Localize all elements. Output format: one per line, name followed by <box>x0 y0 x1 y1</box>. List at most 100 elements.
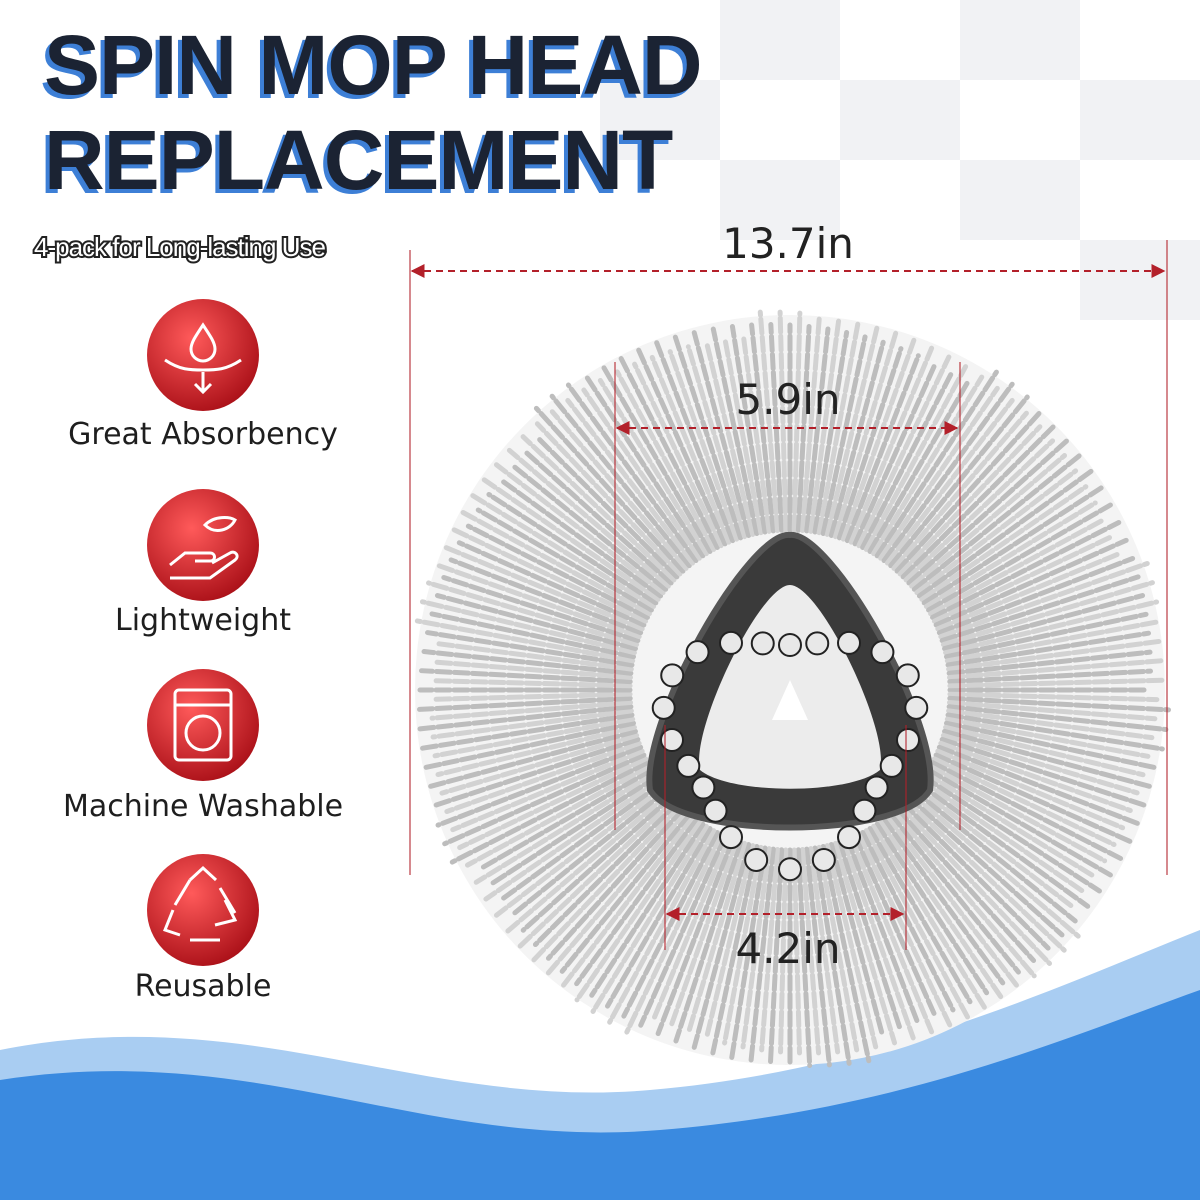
mop-part <box>791 847 803 1056</box>
mop-part <box>686 840 748 1035</box>
mop-part <box>895 663 920 688</box>
mop-part <box>444 740 642 815</box>
feature-label: Reusable <box>135 969 272 1004</box>
mop-part <box>837 825 861 850</box>
mop-part <box>852 361 938 547</box>
mop-part <box>534 421 683 577</box>
mop-part <box>419 712 635 751</box>
mop-part <box>805 631 830 656</box>
mop-part <box>429 691 633 702</box>
mop-part <box>856 354 952 549</box>
mop-part <box>617 354 720 550</box>
mop-part <box>435 641 634 672</box>
mop-part <box>800 847 822 1056</box>
mop-part <box>820 334 868 536</box>
mop-part <box>812 845 852 1066</box>
mop-part <box>938 560 1150 640</box>
mop-part <box>888 811 1021 975</box>
mop-part <box>549 393 692 569</box>
mop-part <box>939 574 1141 644</box>
mop-part <box>459 509 652 617</box>
mop-part <box>909 453 1068 589</box>
mop-part <box>808 846 841 1055</box>
mop-part <box>517 797 677 949</box>
mop-part <box>421 649 634 676</box>
mop-part <box>856 831 953 1028</box>
feature-icon <box>147 299 259 411</box>
mop-part <box>421 720 636 771</box>
mop-part <box>881 381 1015 564</box>
mop-part <box>605 826 713 1009</box>
mop-part <box>590 823 709 1014</box>
mop-part <box>632 361 724 549</box>
mop-part <box>946 708 1155 741</box>
mop-part <box>947 677 1166 689</box>
mop-part <box>936 744 1141 827</box>
checker-pattern <box>600 0 1200 320</box>
mop-part <box>942 593 1146 652</box>
mop-part <box>938 740 1133 814</box>
mop-part <box>703 843 756 1041</box>
mop-part <box>871 374 985 557</box>
mop-part <box>654 340 736 544</box>
mop-part <box>704 340 756 537</box>
mop-part <box>429 736 641 809</box>
mop-part <box>778 633 802 657</box>
mop-part <box>940 732 1140 796</box>
mop-part <box>888 394 1030 569</box>
mop-part <box>894 806 1037 964</box>
mop-part <box>896 728 920 752</box>
mop-part <box>483 778 661 902</box>
mop-part <box>465 523 650 620</box>
mop-part <box>945 712 1165 752</box>
mop-part <box>685 344 748 540</box>
mop-part <box>691 775 716 800</box>
mop-part <box>456 540 647 628</box>
mop-part <box>435 724 637 778</box>
mop-part <box>911 452 1083 592</box>
mop-part <box>703 798 728 823</box>
mop-part <box>493 784 666 918</box>
mop-part <box>497 477 664 599</box>
mop-part <box>470 493 657 609</box>
mop-part <box>433 561 642 640</box>
mop-part <box>804 846 832 1068</box>
mop-part <box>750 631 775 656</box>
mop-part <box>837 630 861 655</box>
mop-part <box>522 449 674 586</box>
mop-part <box>946 704 1169 733</box>
mop-part <box>930 760 1124 861</box>
mop-part <box>510 462 669 592</box>
mop-part <box>419 668 633 685</box>
mop-part <box>673 839 744 1044</box>
mop-part <box>860 830 956 1013</box>
mop-part <box>574 816 699 987</box>
mop-part <box>935 551 1121 632</box>
mop-part <box>844 353 921 544</box>
mop-part <box>434 593 638 652</box>
mop-part <box>429 611 636 660</box>
mop-part <box>559 814 696 991</box>
mop-part <box>597 377 709 557</box>
mop-part <box>933 537 1129 628</box>
mop-part <box>744 847 769 872</box>
title-shadow: REPLACEMENT <box>40 117 669 211</box>
mop-part <box>432 716 636 759</box>
mop-part <box>919 778 1086 895</box>
mop-part <box>778 847 789 1055</box>
mop-part <box>509 788 669 918</box>
mop-part <box>946 649 1153 676</box>
mop-part <box>878 385 1000 561</box>
mop-part <box>417 704 634 732</box>
mop-part <box>614 369 717 552</box>
mop-part <box>691 842 752 1050</box>
mop-part <box>903 797 1067 953</box>
mop-part <box>549 409 689 571</box>
mop-part <box>884 814 1021 991</box>
mop-part <box>426 580 640 648</box>
mop-part <box>565 397 696 566</box>
mop-part <box>840 337 917 542</box>
mop-part <box>921 774 1102 894</box>
mop-part <box>874 369 999 559</box>
